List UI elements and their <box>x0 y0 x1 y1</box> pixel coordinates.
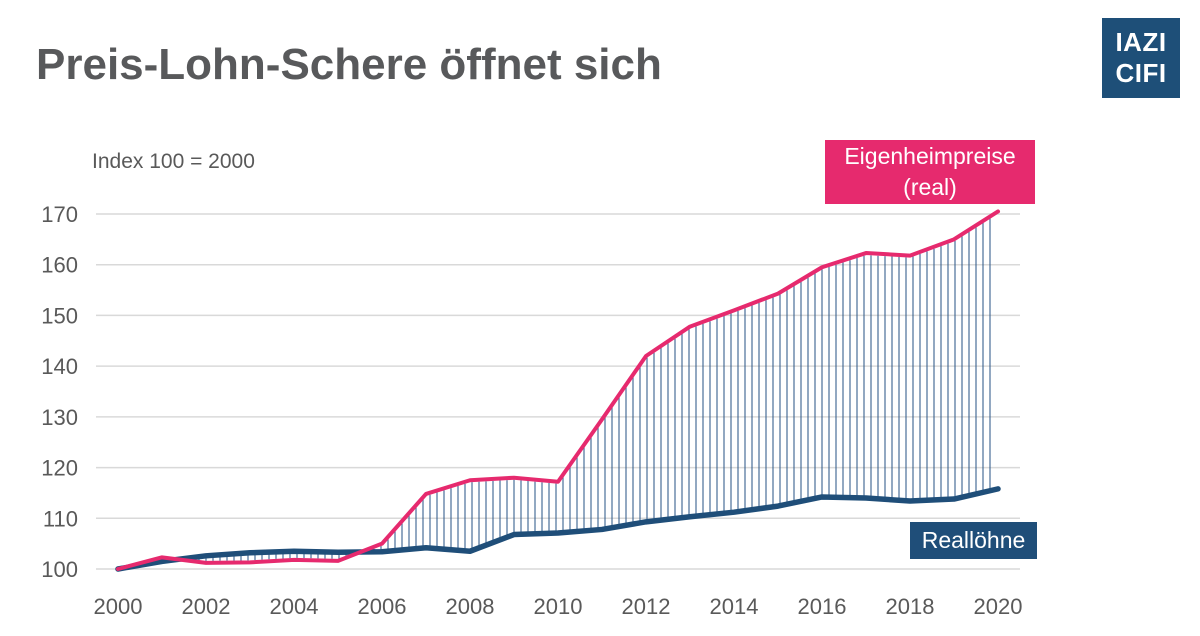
logo-line2: CIFI <box>1115 58 1167 88</box>
x-tick-label-2008: 2008 <box>446 594 495 619</box>
y-tick-label-160: 160 <box>41 253 78 278</box>
y-tick-label-130: 130 <box>41 405 78 430</box>
x-tick-label-2004: 2004 <box>270 594 319 619</box>
y-tick-label-120: 120 <box>41 456 78 481</box>
page-title: Preis-Lohn-Schere öffnet sich <box>36 40 662 89</box>
x-tick-label-2020: 2020 <box>974 594 1023 619</box>
x-tick-label-2010: 2010 <box>534 594 583 619</box>
y-tick-label-170: 170 <box>41 202 78 227</box>
scissors-hatch-fill <box>198 218 991 561</box>
y-tick-label-140: 140 <box>41 354 78 379</box>
x-tick-label-2014: 2014 <box>710 594 759 619</box>
x-tick-label-2006: 2006 <box>358 594 407 619</box>
x-tick-label-2016: 2016 <box>798 594 847 619</box>
y-tick-label-100: 100 <box>41 557 78 582</box>
price-series-label: Eigenheimpreise (real) <box>825 140 1035 204</box>
logo-line1: IAZI <box>1115 26 1167 57</box>
x-tick-label-2018: 2018 <box>886 594 935 619</box>
wage-series-label-text: Reallöhne <box>921 526 1026 553</box>
x-tick-label-2000: 2000 <box>94 594 143 619</box>
y-tick-label-150: 150 <box>41 303 78 328</box>
x-tick-label-2012: 2012 <box>622 594 671 619</box>
wage-series-label: Reallöhne <box>910 522 1037 559</box>
x-tick-label-2002: 2002 <box>182 594 231 619</box>
iazi-cifi-logo: IAZI CIFI <box>1102 18 1180 98</box>
price-series-label-line2: (real) <box>903 174 957 200</box>
wage-line <box>115 486 1001 572</box>
y-tick-label-110: 110 <box>43 506 78 531</box>
price-series-label-line1: Eigenheimpreise <box>844 142 1016 169</box>
index-base-note: Index 100 = 2000 <box>92 150 255 173</box>
price-line <box>116 209 1000 571</box>
